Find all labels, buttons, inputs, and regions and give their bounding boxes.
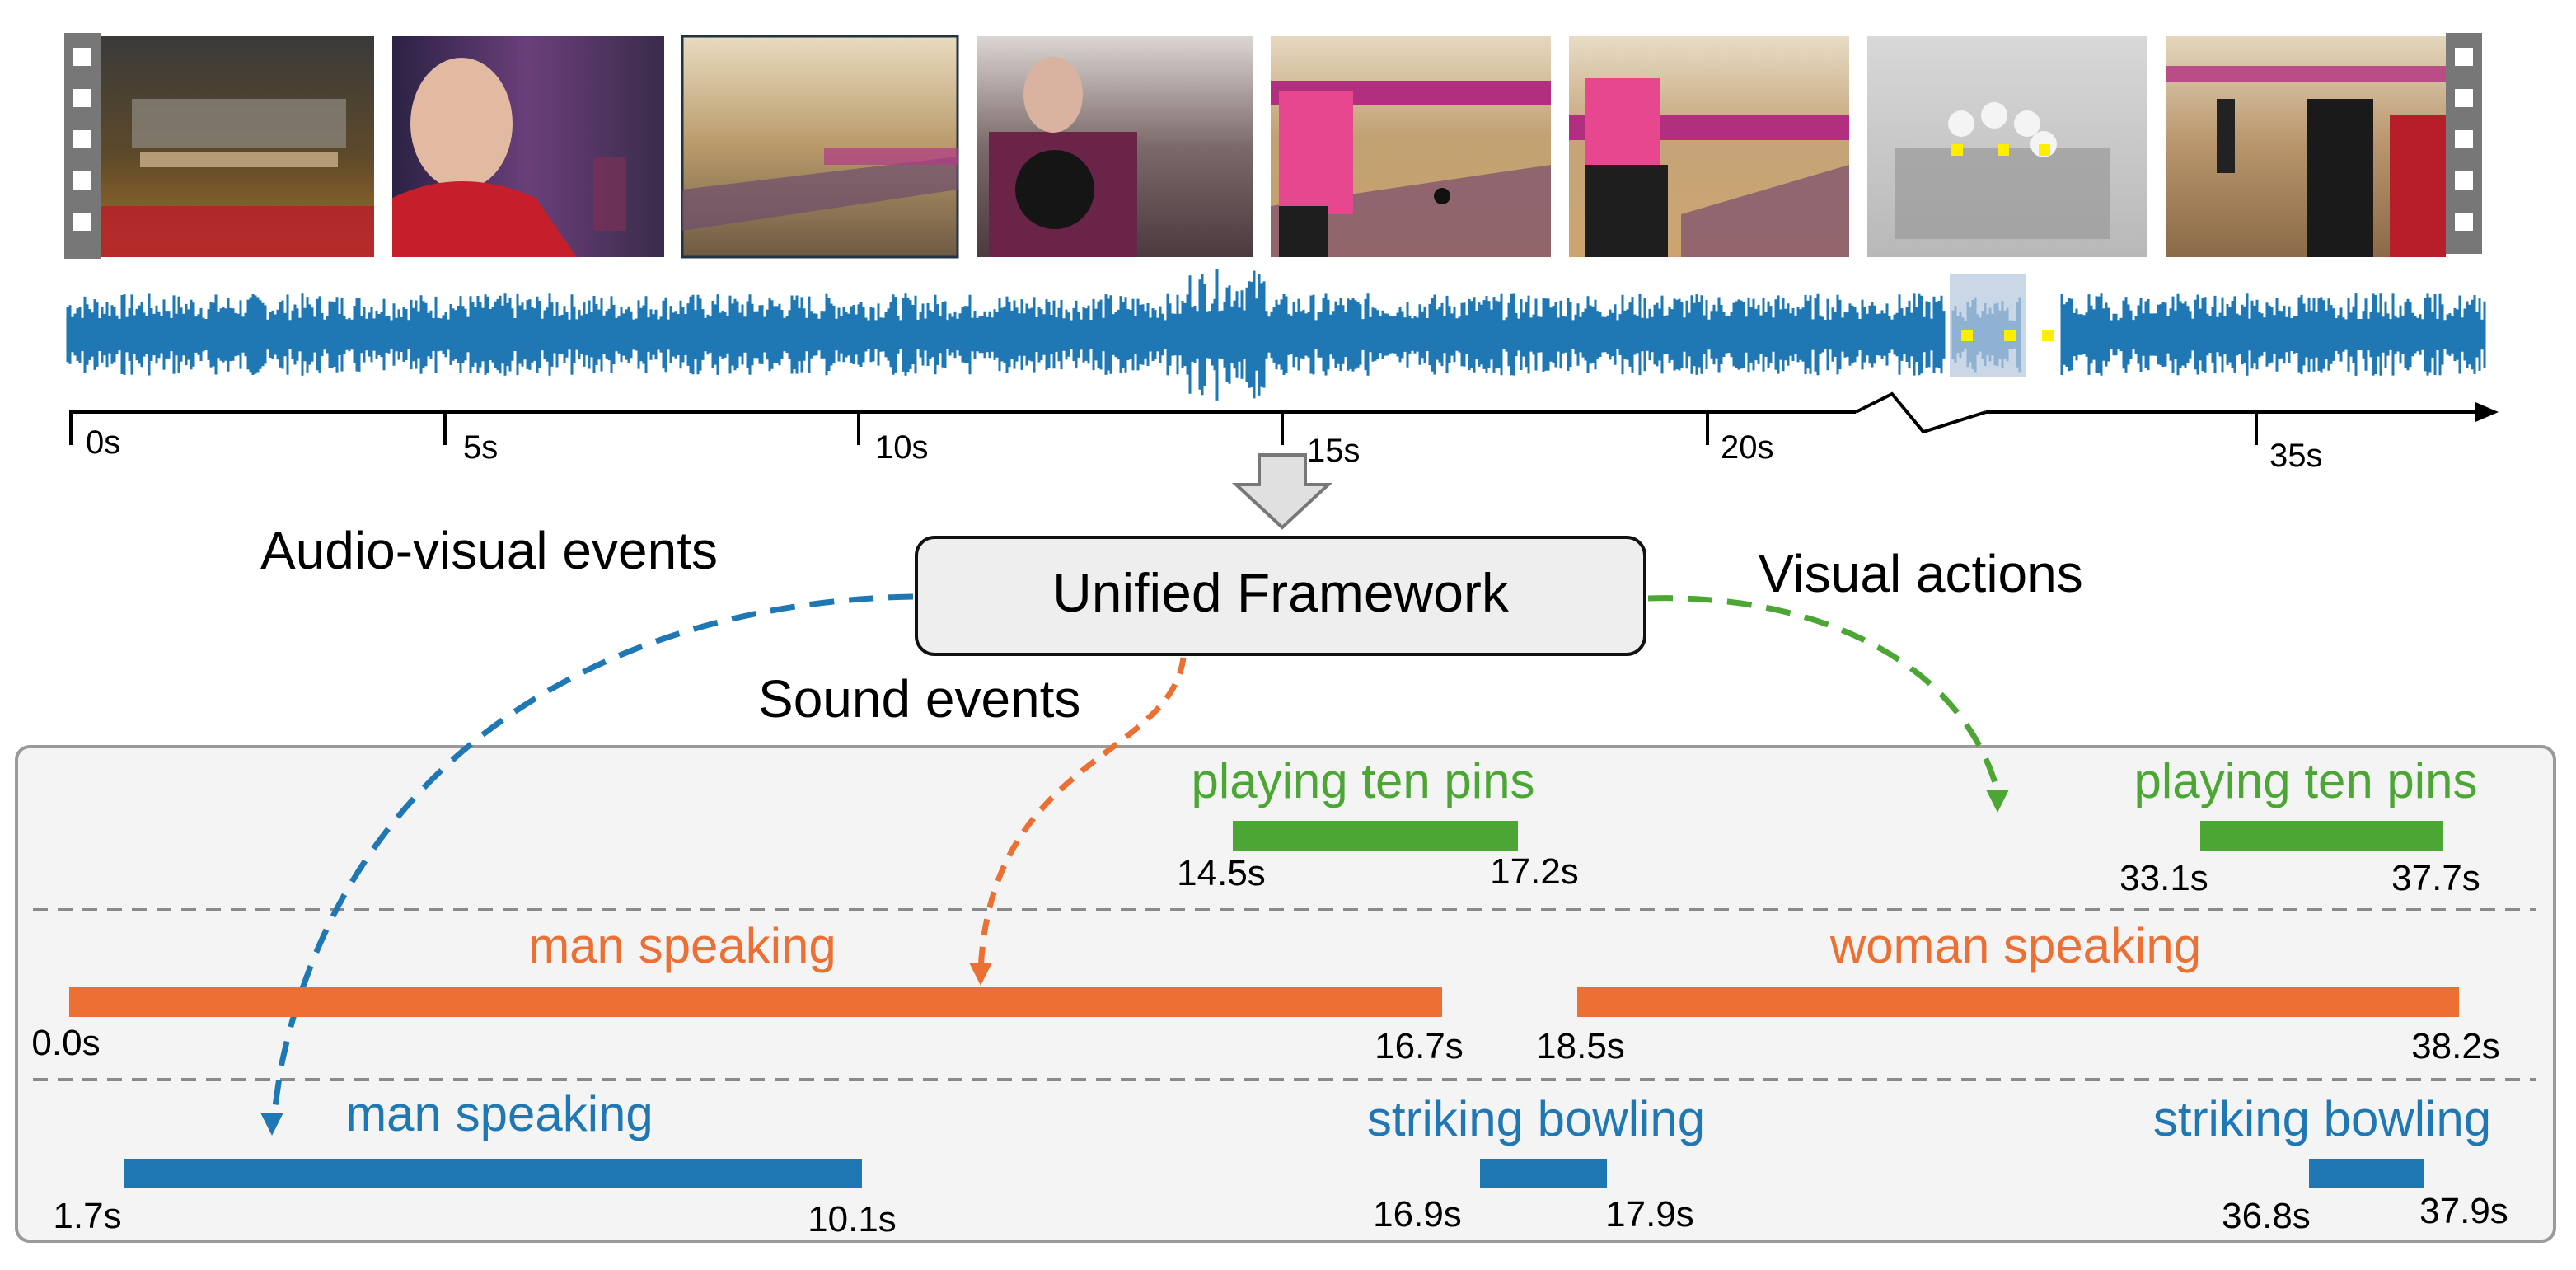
event-label: playing ten pins <box>2134 753 2478 808</box>
timeline-axis: 0s 5s 10s 15s 20s 35s <box>69 391 2499 474</box>
axis-arrow-icon <box>2475 402 2499 422</box>
tick-label: 35s <box>2269 438 2323 474</box>
audio-waveform <box>66 269 2486 401</box>
event-end-label: 16.7s <box>1375 1026 1464 1066</box>
video-frame-3 <box>681 35 959 259</box>
category-audio-visual-label: Audio-visual events <box>260 521 718 580</box>
event-start-label: 18.5s <box>1536 1026 1625 1066</box>
event-bar <box>124 1159 862 1188</box>
event-bar <box>2309 1159 2424 1188</box>
waveform-mask-marker-3 <box>2042 330 2054 341</box>
tick-label: 15s <box>1307 433 1361 469</box>
category-sound-label: Sound events <box>758 669 1080 729</box>
event-start-label: 33.1s <box>2119 858 2208 898</box>
event-label: man speaking <box>345 1086 653 1141</box>
video-frame-2 <box>392 36 664 257</box>
sound-event-1: man speaking 0.0s 16.7s <box>31 918 1463 1066</box>
event-start-label: 36.8s <box>2222 1196 2311 1236</box>
event-label: woman speaking <box>1829 918 2201 973</box>
waveform-path <box>66 269 1946 401</box>
video-frame-7 <box>1867 36 2147 257</box>
audio-visual-event-1: man speaking 1.7s 10.1s <box>53 1086 896 1240</box>
video-frame-8 <box>2166 36 2446 257</box>
video-frame-6 <box>1569 36 1849 257</box>
event-label: man speaking <box>528 918 836 973</box>
event-end-label: 37.9s <box>2419 1191 2508 1231</box>
event-bar <box>1233 821 1518 851</box>
event-end-label: 38.2s <box>2411 1026 2500 1066</box>
video-frame-4 <box>977 36 1253 257</box>
event-start-label: 16.9s <box>1373 1194 1462 1235</box>
sound-event-2: woman speaking 18.5s 38.2s <box>1536 918 2500 1066</box>
waveform-path <box>2060 293 2486 376</box>
event-label: striking bowling <box>2153 1091 2491 1146</box>
event-label: playing ten pins <box>1192 753 1535 808</box>
unified-framework-box: Unified Framework <box>915 536 1646 656</box>
film-strip <box>64 33 2482 259</box>
tick-label: 5s <box>463 429 498 466</box>
tick-label: 0s <box>86 424 120 461</box>
video-frame-5 <box>1271 36 1551 257</box>
audio-visual-event-2: striking bowling 16.9s 17.9s <box>1367 1091 1705 1235</box>
visual-connector-arrow <box>1647 595 2001 792</box>
event-label: striking bowling <box>1367 1091 1705 1146</box>
visual-arrowhead-icon <box>1986 790 2009 813</box>
tick-label: 20s <box>1721 429 1774 466</box>
audio-visual-event-3: striking bowling 36.8s 37.9s <box>2153 1091 2508 1236</box>
event-bar <box>69 987 1442 1017</box>
event-bar <box>1577 987 2459 1017</box>
framework-label: Unified Framework <box>1052 562 1510 623</box>
visual-event-2: playing ten pins 33.1s 37.7s <box>2119 753 2480 898</box>
event-end-label: 10.1s <box>808 1199 897 1240</box>
waveform-mask-marker-1 <box>1961 330 1973 341</box>
film-sprocket-right <box>2446 33 2482 254</box>
film-sprocket-left <box>64 33 101 259</box>
event-start-label: 14.5s <box>1177 853 1266 893</box>
event-bar <box>1480 1159 1607 1188</box>
down-arrow-icon <box>1231 453 1333 530</box>
event-end-label: 37.7s <box>2391 858 2480 898</box>
event-start-label: 1.7s <box>53 1196 121 1236</box>
visual-event-1: playing ten pins 14.5s 17.2s <box>1177 753 1579 893</box>
waveform-mask-marker-2 <box>2004 330 2016 341</box>
event-start-label: 0.0s <box>31 1023 100 1063</box>
category-visual-label: Visual actions <box>1759 544 2083 603</box>
tick-label: 10s <box>875 429 929 466</box>
sound-arrowhead-icon <box>969 963 992 986</box>
audio-visual-arrowhead-icon <box>260 1113 283 1136</box>
video-frame-1 <box>101 36 374 257</box>
audio-visual-connector-arrow <box>269 593 914 1130</box>
sound-connector-arrow <box>977 657 1187 973</box>
event-end-label: 17.9s <box>1605 1194 1694 1235</box>
waveform-signal <box>66 269 2486 401</box>
event-bar <box>2200 821 2443 851</box>
event-end-label: 17.2s <box>1490 851 1579 892</box>
